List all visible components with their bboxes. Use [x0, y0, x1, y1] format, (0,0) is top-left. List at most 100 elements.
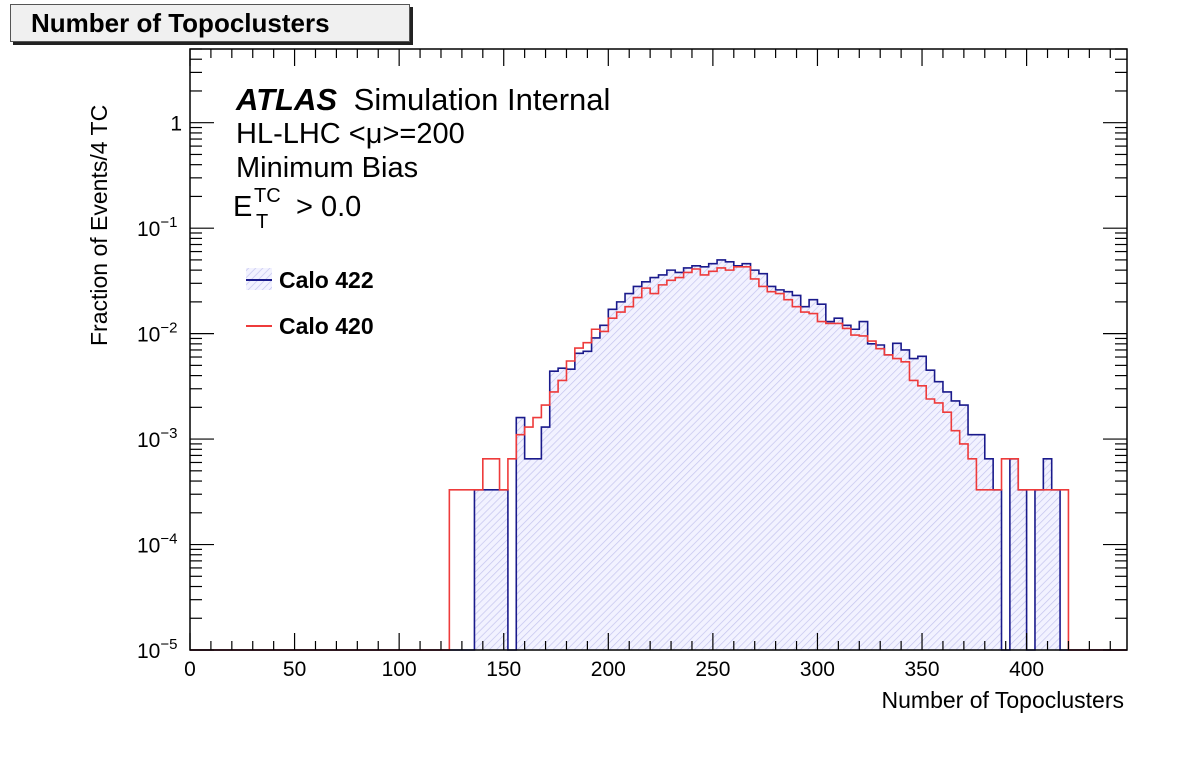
bin-calo-420 [926, 399, 934, 650]
bin-calo-420 [843, 328, 851, 650]
bin-calo-420 [734, 267, 742, 650]
bin-calo-420 [951, 431, 959, 650]
bin-calo-420 [943, 412, 951, 650]
legend-entry-calo-420: Calo 420 [246, 313, 374, 339]
y-axis-label: Fraction of Events/4 TC [86, 105, 112, 346]
bin-calo-420 [650, 294, 658, 650]
x-tick-label: 0 [184, 658, 196, 681]
bin-calo-420 [876, 349, 884, 650]
bin-calo-420 [1035, 490, 1043, 650]
bin-calo-420 [449, 490, 457, 650]
cut-superscript: TC [254, 185, 281, 207]
legend: Calo 422 Calo 420 [246, 267, 374, 339]
bin-calo-420 [826, 323, 834, 650]
bin-calo-420 [868, 341, 876, 650]
bin-calo-420 [1060, 490, 1068, 650]
bin-calo-420 [583, 343, 591, 650]
y-tick-label: 10−5 [137, 636, 177, 663]
bin-calo-420 [1043, 490, 1051, 650]
bin-calo-420 [784, 300, 792, 650]
legend-label-calo-422: Calo 422 [279, 267, 374, 293]
bin-calo-420 [525, 427, 533, 650]
title-box: Number of Topoclusters [10, 4, 410, 42]
bin-calo-420 [792, 307, 800, 650]
bin-calo-420 [491, 459, 499, 650]
x-axis-label: Number of Topoclusters [882, 687, 1124, 713]
bin-calo-420 [466, 490, 474, 650]
cut-value: > 0.0 [296, 191, 361, 223]
bin-calo-420 [725, 270, 733, 650]
x-tick-label: 150 [486, 658, 521, 681]
y-tick-label: 10−4 [137, 531, 177, 558]
bin-calo-420 [759, 286, 767, 650]
bin-calo-420 [592, 329, 600, 650]
bin-calo-420 [709, 271, 717, 650]
bin-calo-420 [483, 459, 491, 650]
bin-calo-420 [500, 490, 508, 650]
bin-calo-420 [600, 331, 608, 650]
bin-calo-420 [541, 405, 549, 650]
x-tick-label: 400 [1009, 658, 1044, 681]
bin-calo-420 [642, 288, 650, 650]
bin-calo-420 [834, 323, 842, 650]
bin-calo-420 [993, 490, 1001, 650]
bin-calo-420 [909, 380, 917, 650]
annotation-cut: E TC T > 0.0 [233, 185, 361, 233]
bin-calo-420 [968, 459, 976, 650]
bin-calo-420 [884, 355, 892, 650]
atlas-suffix: Simulation Internal [354, 82, 611, 117]
bin-calo-420 [575, 348, 583, 650]
x-tick-label: 200 [591, 658, 626, 681]
x-tick-label: 100 [382, 658, 417, 681]
bin-calo-420 [817, 322, 825, 650]
atlas-logo-text: ATLAS [235, 82, 337, 117]
bin-calo-420 [776, 294, 784, 650]
bin-calo-420 [918, 386, 926, 650]
x-tick-label: 350 [905, 658, 940, 681]
series-line-calo-420 [190, 266, 1127, 651]
bin-calo-420 [742, 267, 750, 650]
bin-calo-420 [976, 490, 984, 650]
bin-calo-420 [692, 269, 700, 650]
bin-calo-420 [893, 359, 901, 650]
bin-calo-420 [901, 362, 909, 650]
bin-calo-420 [751, 279, 759, 650]
bin-calo-420 [558, 380, 566, 650]
bin-calo-420 [809, 314, 817, 650]
y-tick-label: 1 [170, 113, 182, 136]
bin-calo-420 [985, 490, 993, 650]
bin-calo-420 [1002, 459, 1010, 650]
bin-calo-420 [1052, 490, 1060, 650]
series-line-calo-422 [190, 259, 1127, 651]
bin-calo-420 [659, 285, 667, 650]
cut-symbol: E [233, 191, 252, 223]
legend-entry-calo-422: Calo 422 [246, 267, 374, 293]
bin-calo-420 [801, 312, 809, 650]
bin-calo-420 [566, 361, 574, 650]
legend-label-calo-420: Calo 420 [279, 313, 374, 339]
cut-subscript: T [256, 211, 268, 233]
bin-calo-420 [960, 444, 968, 650]
bin-calo-420 [851, 335, 859, 650]
bin-calo-420 [533, 418, 541, 650]
annotation-sample: Minimum Bias [236, 152, 418, 184]
bin-calo-420 [633, 298, 641, 650]
x-tick-label: 250 [695, 658, 730, 681]
x-tick-label: 50 [283, 658, 306, 681]
bin-calo-420 [474, 490, 482, 650]
bin-calo-420 [667, 280, 675, 650]
bin-calo-420 [608, 318, 616, 650]
bin-calo-420 [935, 403, 943, 650]
axis-ticks [189, 48, 1127, 651]
bin-calo-420 [550, 392, 558, 650]
bin-calo-420 [1018, 490, 1026, 650]
annotation-pileup: HL-LHC <μ>=200 [236, 118, 465, 150]
x-tick-label: 300 [800, 658, 835, 681]
bin-calo-420 [617, 312, 625, 650]
atlas-label: ATLAS Simulation Internal [235, 82, 610, 117]
y-tick-label: 10−1 [137, 214, 177, 241]
bin-calo-420 [767, 292, 775, 650]
y-tick-label: 10−2 [137, 320, 177, 347]
bin-calo-420 [675, 278, 683, 650]
